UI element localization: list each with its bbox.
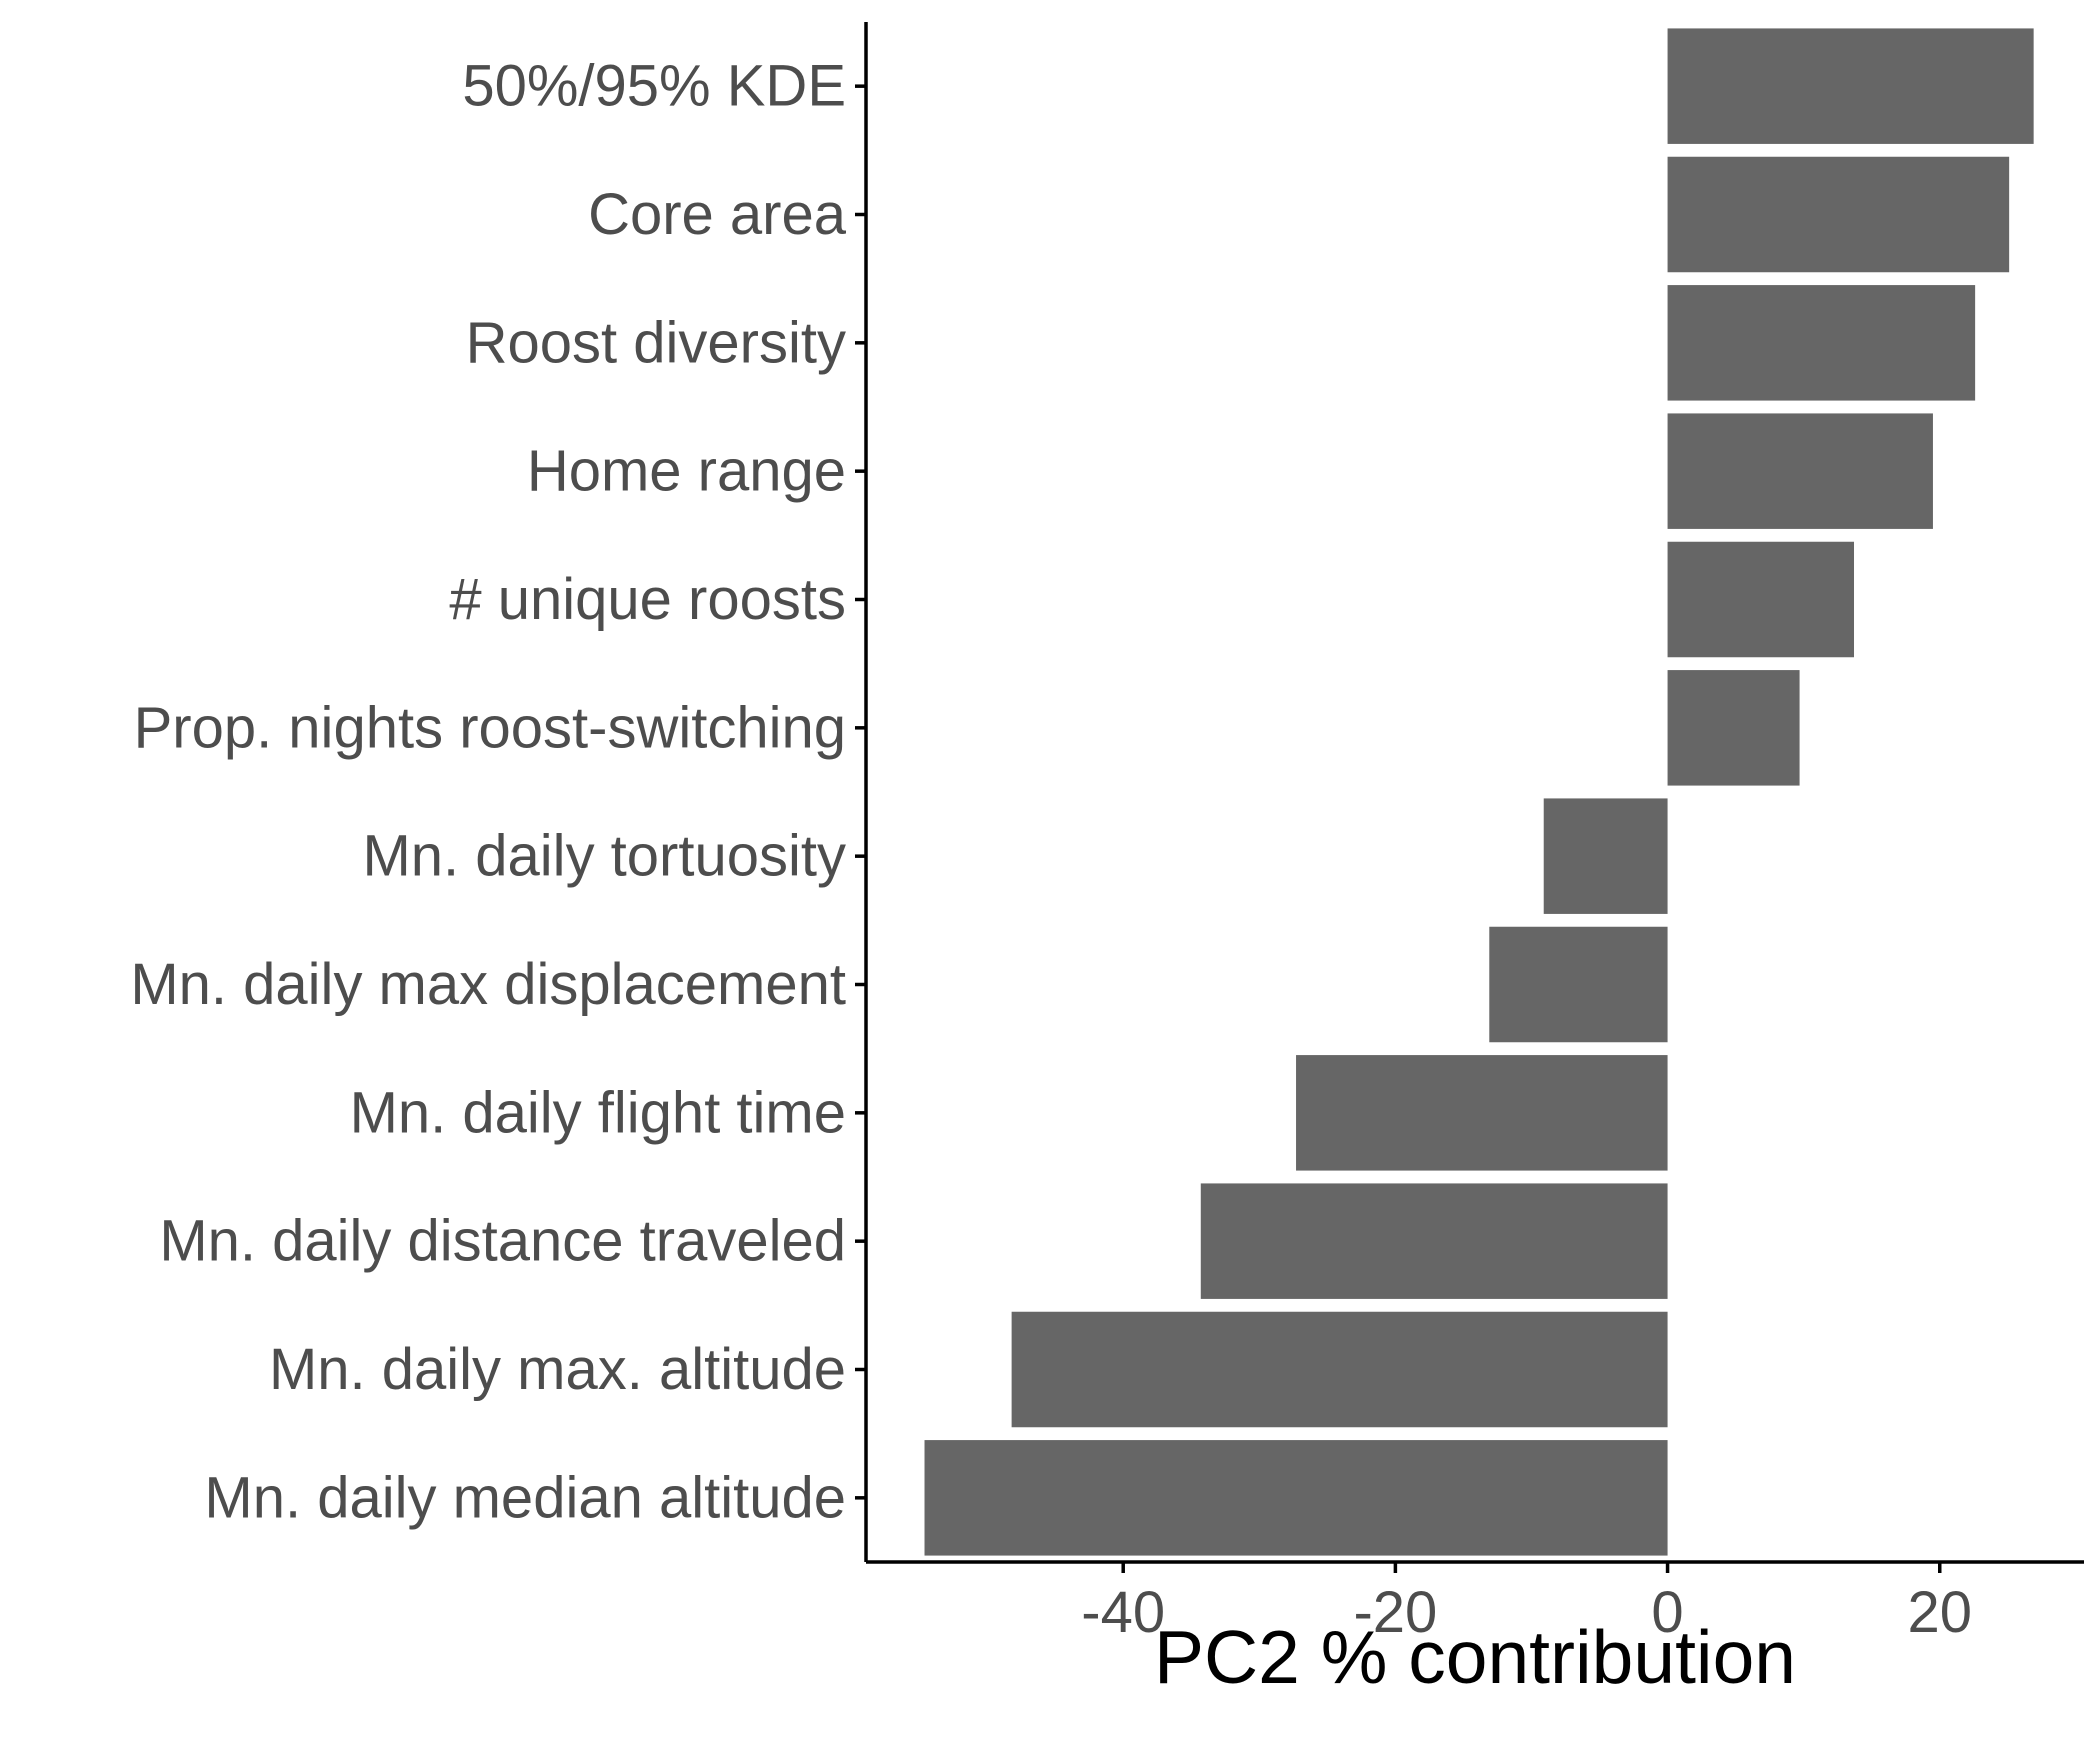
y-axis-ticks xyxy=(855,84,866,1500)
y-label-core-area: Core area xyxy=(588,182,847,247)
bar-home-range xyxy=(1667,413,1933,529)
y-label-mn-daily-max-displacement: Mn. daily max displacement xyxy=(130,952,846,1017)
x-tick-label: 20 xyxy=(1907,1580,1972,1645)
bar-prop-nights-roost-switching xyxy=(1667,670,1800,786)
y-label-unique-roosts: # unique roosts xyxy=(449,567,846,632)
y-label-home-range: Home range xyxy=(527,439,846,504)
bar-unique-roosts xyxy=(1667,541,1855,658)
bar-core-area xyxy=(1667,156,2010,273)
bar-mn-daily-max-displacement xyxy=(1489,926,1668,1043)
y-label-roost-diversity: Roost diversity xyxy=(466,310,846,375)
bar-mn-daily-max-altitude xyxy=(1011,1311,1668,1428)
y-label-mn-daily-max-altitude: Mn. daily max. altitude xyxy=(269,1337,846,1402)
bar-roost-diversity xyxy=(1667,285,1976,401)
bars-group xyxy=(924,28,2034,1556)
bar-mn-daily-flight-time xyxy=(1296,1055,1668,1171)
y-label-mn-daily-tortuosity: Mn. daily tortuosity xyxy=(362,824,846,889)
y-label-mn-daily-flight-time: Mn. daily flight time xyxy=(350,1080,846,1145)
x-axis-title: PC2 % contribution xyxy=(1154,1615,1796,1699)
y-label-prop-nights-roost-switching: Prop. nights roost-switching xyxy=(134,695,846,760)
x-axis-labels: -40 -20 0 20 xyxy=(1081,1580,1972,1645)
bar-mn-daily-distance-traveled xyxy=(1200,1183,1668,1299)
x-axis-ticks xyxy=(1121,1562,1942,1573)
x-tick-label: -20 xyxy=(1353,1580,1437,1645)
bar-mn-daily-median-altitude xyxy=(924,1440,1668,1556)
y-label-50-95-kde: 50%/95% KDE xyxy=(462,54,846,119)
y-axis-labels: 50%/95% KDE Core area Roost diversity Home … xyxy=(130,54,846,1531)
x-tick-label: -40 xyxy=(1081,1580,1165,1645)
y-label-mn-daily-median-altitude: Mn. daily median altitude xyxy=(204,1465,846,1530)
bar-mn-daily-tortuosity xyxy=(1543,798,1668,914)
y-label-mn-daily-distance-traveled: Mn. daily distance traveled xyxy=(159,1209,846,1274)
bar-50-95-kde xyxy=(1667,28,2034,144)
x-tick-label: 0 xyxy=(1651,1580,1683,1645)
